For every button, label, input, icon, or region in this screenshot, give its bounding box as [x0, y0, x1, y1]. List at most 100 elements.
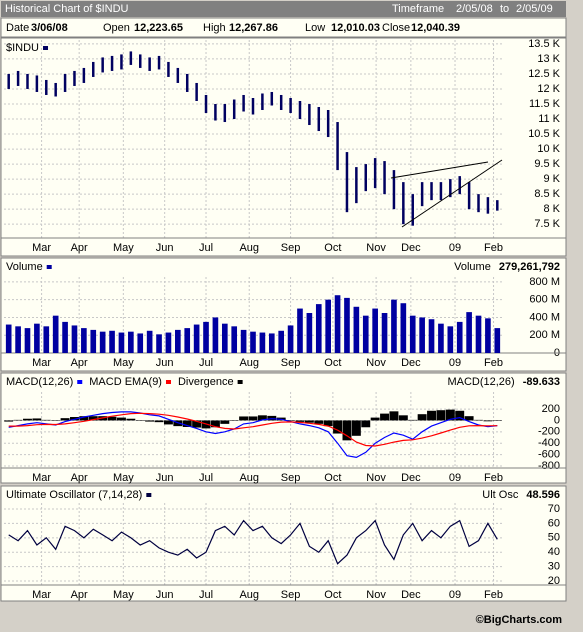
y-tick-label: 10 K — [537, 143, 560, 155]
bar — [116, 417, 126, 421]
bar — [250, 331, 256, 353]
x-tick-label: Feb — [484, 589, 503, 601]
bar — [438, 323, 444, 353]
x-tick-label: Jul — [199, 242, 213, 254]
quote-row — [0, 17, 567, 38]
legend-label: MACD(12,26) — [6, 376, 73, 388]
quote-label: Date — [6, 22, 29, 34]
bar — [389, 411, 399, 421]
x-tick-label: Oct — [324, 589, 341, 601]
bar — [118, 332, 125, 353]
bar — [51, 420, 61, 421]
x-tick-label: Jul — [199, 472, 213, 484]
quote-value: 12,040.39 — [411, 22, 460, 34]
x-tick-label: Dec — [401, 357, 421, 369]
bar — [334, 295, 341, 353]
bar — [362, 315, 369, 353]
title-bar — [1, 1, 566, 17]
x-tick-label: Apr — [71, 589, 88, 601]
x-tick-label: Feb — [484, 242, 503, 254]
bar — [304, 420, 314, 423]
bar — [427, 410, 436, 421]
bar — [342, 420, 352, 441]
bar — [212, 317, 219, 353]
bar — [23, 418, 32, 421]
x-tick-label: Sep — [281, 357, 301, 369]
bar — [474, 419, 483, 421]
quote-label: Low — [305, 22, 325, 34]
y-tick-label: 11 K — [538, 113, 560, 125]
quote-label: Close — [382, 22, 410, 34]
y-tick-label: 12.5 K — [528, 68, 560, 80]
bar — [90, 329, 97, 353]
bar — [81, 328, 87, 353]
readout-value: 48.596 — [526, 489, 560, 501]
bar — [60, 418, 70, 421]
x-tick-label: Dec — [401, 472, 421, 484]
x-tick-label: Oct — [324, 472, 341, 484]
y-tick-label: 200 — [542, 403, 560, 415]
bar — [494, 328, 501, 353]
bar — [492, 420, 502, 421]
line-series — [8, 519, 498, 565]
readout-label: Ult Osc — [482, 489, 519, 501]
x-tick-label: Aug — [239, 589, 259, 601]
bar — [417, 414, 427, 421]
bar — [137, 333, 144, 353]
bar — [306, 313, 313, 353]
panel — [0, 37, 567, 257]
panel — [0, 485, 567, 602]
bar — [353, 306, 360, 353]
x-tick-label: 09 — [449, 472, 461, 484]
bar — [295, 420, 305, 422]
y-tick-label: -600 — [538, 448, 560, 460]
bar — [13, 419, 23, 421]
y-tick-label: 0 — [554, 414, 560, 426]
bar — [145, 420, 155, 422]
x-tick-label: 09 — [449, 589, 461, 601]
bar — [163, 420, 173, 425]
y-tick-label: 10.5 K — [528, 128, 560, 140]
x-tick-label: Dec — [401, 242, 421, 254]
bar — [287, 325, 294, 353]
bar — [182, 420, 192, 427]
x-tick-label: Aug — [239, 472, 259, 484]
y-tick-label: 13 K — [537, 53, 560, 65]
timeframe-label: Timeframe — [392, 3, 444, 15]
bar — [15, 326, 21, 353]
quote-value: 12,267.86 — [229, 22, 278, 34]
x-tick-label: May — [113, 357, 134, 369]
quote-label: High — [203, 22, 226, 34]
bar — [398, 415, 408, 421]
bar — [286, 420, 296, 421]
trendline — [401, 159, 503, 228]
bar — [333, 420, 343, 434]
bar — [315, 304, 322, 353]
bar — [466, 312, 472, 353]
bar — [325, 299, 331, 353]
bar — [344, 297, 350, 353]
bar — [99, 331, 106, 353]
x-tick-label: Nov — [366, 357, 386, 369]
bar — [485, 318, 491, 353]
x-tick-label: May — [113, 472, 134, 484]
x-tick-label: Jun — [156, 242, 174, 254]
quote-value: 12,010.03 — [331, 22, 380, 34]
bar — [126, 418, 136, 421]
x-tick-label: Feb — [484, 357, 503, 369]
footer: ©BigCharts.com — [476, 614, 563, 626]
bar — [52, 315, 59, 353]
bar — [259, 332, 266, 353]
bar — [5, 324, 12, 353]
bar — [372, 308, 378, 353]
legend-label: Divergence — [178, 376, 234, 388]
bar — [456, 321, 463, 353]
bar — [464, 416, 474, 421]
bar — [220, 420, 230, 424]
x-tick-label: Aug — [239, 242, 259, 254]
bar — [361, 420, 371, 428]
bar — [71, 325, 78, 353]
x-tick-label: May — [113, 589, 134, 601]
bar — [109, 330, 115, 353]
legend-swatch — [46, 265, 52, 269]
